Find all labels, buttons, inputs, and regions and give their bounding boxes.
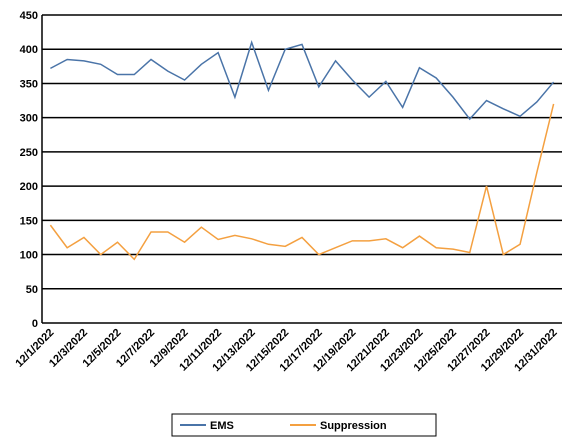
- y-tick-label: 450: [20, 10, 38, 22]
- y-tick-label: 0: [32, 318, 38, 330]
- series-line: [49, 103, 555, 261]
- y-tick-label: 250: [20, 147, 38, 159]
- y-tick-label: 50: [26, 284, 38, 296]
- legend-label: EMS: [210, 420, 234, 432]
- y-tick-label: 200: [20, 181, 38, 193]
- y-tick-label: 100: [20, 250, 38, 262]
- y-tick-label: 400: [20, 44, 38, 56]
- series-line: [50, 39, 555, 121]
- y-tick-label: 150: [20, 215, 38, 227]
- y-tick-label: 350: [20, 78, 38, 90]
- y-tick-label: 300: [20, 113, 38, 125]
- legend-label: Suppression: [320, 420, 387, 432]
